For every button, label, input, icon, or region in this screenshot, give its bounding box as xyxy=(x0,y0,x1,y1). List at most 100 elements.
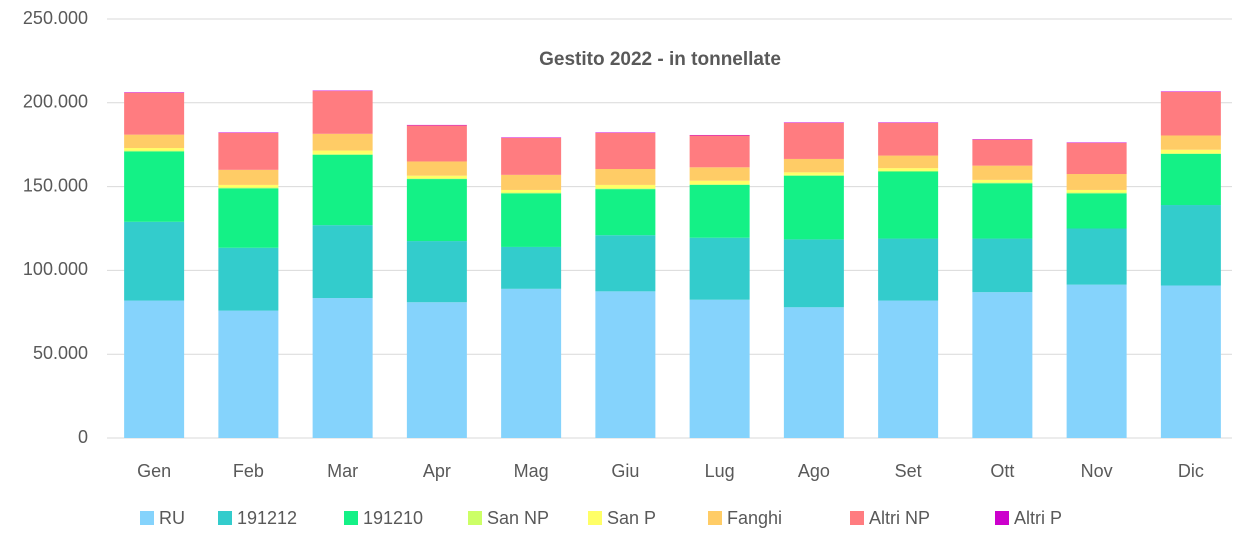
bar-segment xyxy=(783,172,844,175)
bar-segment xyxy=(1066,143,1127,175)
y-tick-label: 100.000 xyxy=(23,259,88,279)
y-tick-label: 150.000 xyxy=(23,175,88,195)
legend-swatch xyxy=(468,511,482,525)
legend-swatch xyxy=(344,511,358,525)
bar-segment xyxy=(972,139,1033,166)
x-tick-label: Apr xyxy=(423,461,451,481)
bar-segment xyxy=(595,189,656,236)
x-tick-label: Mar xyxy=(327,461,358,481)
bar-segment xyxy=(972,183,1033,239)
bar-segment xyxy=(1066,189,1127,193)
bar-segment xyxy=(501,137,562,138)
bar-segment xyxy=(783,122,844,123)
bar-segment xyxy=(783,307,844,438)
bar-segment xyxy=(1160,135,1221,150)
bar-segment xyxy=(501,246,562,289)
bar-segment xyxy=(1066,192,1127,194)
bar-segment xyxy=(312,298,373,438)
bar-segment xyxy=(595,184,656,189)
bar-segment xyxy=(1160,91,1221,92)
bar-segment xyxy=(406,241,467,303)
x-tick-label: Set xyxy=(895,461,922,481)
bar-segment xyxy=(1160,153,1221,206)
bar-segment xyxy=(218,247,279,311)
bar-segment xyxy=(312,153,373,155)
bar-segment xyxy=(1160,149,1221,154)
bar-segment xyxy=(312,150,373,154)
legend-label: Altri NP xyxy=(869,508,930,528)
bar-segment xyxy=(595,235,656,292)
bar-segment xyxy=(1066,228,1127,285)
y-tick-label: 250.000 xyxy=(23,8,88,28)
bar-segment xyxy=(406,124,467,126)
bar-segment xyxy=(689,180,750,185)
bar-segment xyxy=(783,174,844,176)
y-tick-label: 50.000 xyxy=(33,343,88,363)
x-tick-label: Dic xyxy=(1178,461,1204,481)
bar-segment xyxy=(124,300,185,438)
bar-segment xyxy=(218,184,279,188)
bar-segment xyxy=(501,189,562,193)
bar-segment xyxy=(218,132,279,170)
bar-segment xyxy=(689,299,750,438)
bar-segment xyxy=(972,165,1033,180)
legend-swatch xyxy=(708,511,722,525)
bar-segment xyxy=(783,122,844,159)
legend-swatch xyxy=(140,511,154,525)
bar-segment xyxy=(878,170,939,172)
bar-segment xyxy=(218,169,279,185)
bar-segment xyxy=(595,169,656,185)
legend-label: San NP xyxy=(487,508,549,528)
legend-swatch xyxy=(588,511,602,525)
bar-segment xyxy=(689,135,750,168)
bar-segment xyxy=(689,237,750,300)
bar-segment xyxy=(501,193,562,247)
bar-segment xyxy=(689,184,750,185)
bar-segment xyxy=(1160,285,1221,438)
bar-segment xyxy=(595,132,656,133)
bar-segment xyxy=(1066,174,1127,190)
legend-label: 191210 xyxy=(363,508,423,528)
bar-segment xyxy=(689,134,750,136)
bar-segment xyxy=(972,139,1033,140)
x-tick-label: Giu xyxy=(611,461,639,481)
legend-label: 191212 xyxy=(237,508,297,528)
bar-segment xyxy=(1160,91,1221,136)
legend-label: Altri P xyxy=(1014,508,1062,528)
bar-segment xyxy=(595,188,656,190)
bar-segment xyxy=(406,125,467,162)
y-tick-label: 200.000 xyxy=(23,92,88,112)
bar-segment xyxy=(783,239,844,308)
bar-segment xyxy=(312,91,373,134)
bar-segment xyxy=(218,188,279,248)
x-tick-label: Mag xyxy=(514,461,549,481)
bar-segment xyxy=(878,300,939,438)
legend-swatch xyxy=(850,511,864,525)
bar-segment xyxy=(312,154,373,226)
bar-segment xyxy=(406,178,467,180)
bar-segment xyxy=(783,175,844,240)
bar-segment xyxy=(124,151,185,222)
bar-segment xyxy=(1066,284,1127,438)
x-tick-label: Feb xyxy=(233,461,264,481)
bar-segment xyxy=(501,174,562,190)
bar-segment xyxy=(218,187,279,189)
bar-segment xyxy=(124,134,185,149)
bar-segment xyxy=(1066,142,1127,144)
bar-segment xyxy=(1160,153,1221,154)
bar-segment xyxy=(124,148,185,151)
bar-segment xyxy=(124,92,185,135)
bar-segment xyxy=(218,132,279,133)
x-tick-label: Lug xyxy=(705,461,735,481)
bar-segment xyxy=(595,132,656,170)
legend-swatch xyxy=(995,511,1009,525)
bar-segment xyxy=(1066,193,1127,229)
chart-title: Gestito 2022 - in tonnellate xyxy=(539,49,781,70)
bar-segment xyxy=(689,167,750,181)
bar-segment xyxy=(878,155,939,169)
x-tick-label: Gen xyxy=(137,461,171,481)
x-tick-label: Ago xyxy=(798,461,830,481)
bar-segment xyxy=(972,238,1033,293)
bar-segment xyxy=(124,150,185,152)
